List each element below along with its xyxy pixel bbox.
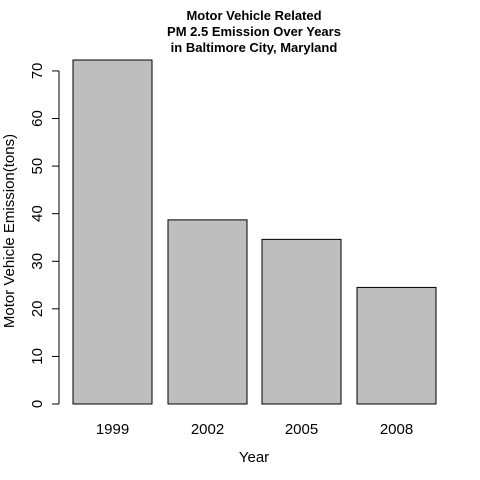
bar-2002 [167,219,248,405]
x-tick-label-1999: 1999 [96,421,129,438]
chart-title: Motor Vehicle Related PM 2.5 Emission Ov… [167,8,341,55]
x-tick-label-2002: 2002 [191,421,224,438]
y-tick-label-40: 40 [29,205,46,222]
y-tick-label-30: 30 [29,253,46,270]
bar-2005 [261,238,342,405]
x-axis-tick-labels: 1999 2002 2005 2008 [96,421,413,438]
chart-title-line-2: PM 2.5 Emission Over Years [167,24,341,39]
chart-title-line-3: in Baltimore City, Maryland [171,40,338,55]
bars-group [72,59,437,405]
y-tick-label-0: 0 [29,400,46,408]
y-tick-label-50: 50 [29,158,46,175]
x-tick-label-2005: 2005 [285,421,318,438]
y-tick-label-70: 70 [29,63,46,80]
bar-2008 [356,286,437,405]
bar-1999 [72,59,153,405]
y-tick-label-20: 20 [29,300,46,317]
x-axis-label: Year [239,449,269,466]
y-tick-label-60: 60 [29,110,46,127]
y-axis: 0 10 20 30 40 50 60 70 [29,63,60,408]
y-tick-label-10: 10 [29,348,46,365]
x-tick-label-2008: 2008 [380,421,413,438]
y-axis-label: Motor Vehicle Emission(tons) [1,134,18,328]
chart-title-line-1: Motor Vehicle Related [186,8,321,23]
